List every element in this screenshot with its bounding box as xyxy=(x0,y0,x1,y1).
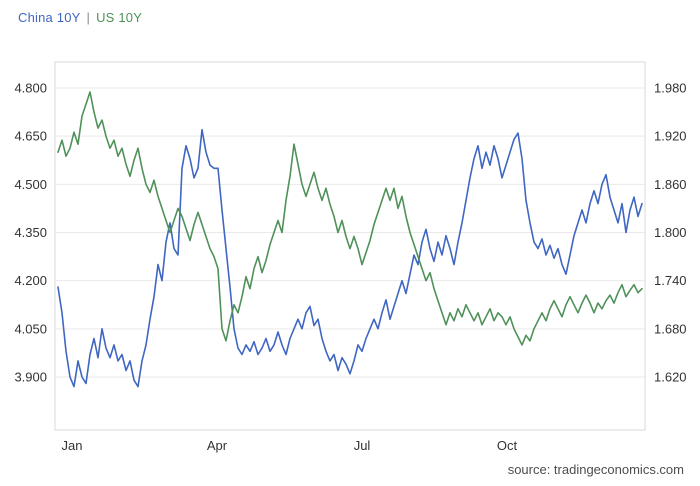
y-axis-right-tick-label: 1.800 xyxy=(654,225,687,240)
y-axis-left-tick-label: 3.900 xyxy=(14,370,47,385)
y-axis-left-tick-label: 4.350 xyxy=(14,225,47,240)
source-attribution[interactable]: source: tradingeconomics.com xyxy=(507,462,684,477)
legend-item-china-10y[interactable]: China 10Y xyxy=(18,10,81,25)
chart-legend: China 10Y | US 10Y xyxy=(18,10,142,25)
series-line-us-10y[interactable] xyxy=(57,91,643,346)
y-axis-left-tick-label: 4.650 xyxy=(14,129,47,144)
y-axis-right-tick-label: 1.680 xyxy=(654,321,687,336)
y-axis-left-tick-label: 4.800 xyxy=(14,81,47,96)
y-axis-right-tick-label: 1.980 xyxy=(654,81,687,96)
y-axis-left-tick-label: 4.200 xyxy=(14,273,47,288)
y-axis-right-tick-label: 1.920 xyxy=(654,129,687,144)
y-axis-left-tick-label: 4.050 xyxy=(14,321,47,336)
plot-border xyxy=(54,61,646,431)
legend-item-us-10y[interactable]: US 10Y xyxy=(96,10,143,25)
series-line-china-10y[interactable] xyxy=(57,128,643,388)
x-axis-tick-label: Jan xyxy=(62,438,83,453)
y-axis-right-tick-label: 1.620 xyxy=(654,370,687,385)
y-axis-left-tick-label: 4.500 xyxy=(14,177,47,192)
y-axis-right-tick-label: 1.740 xyxy=(654,273,687,288)
x-axis-tick-label: Jul xyxy=(354,438,371,453)
y-axis-right-tick-label: 1.860 xyxy=(654,177,687,192)
x-axis-tick-label: Apr xyxy=(207,438,228,453)
legend-separator: | xyxy=(86,10,91,25)
x-axis-tick-label: Oct xyxy=(497,438,518,453)
